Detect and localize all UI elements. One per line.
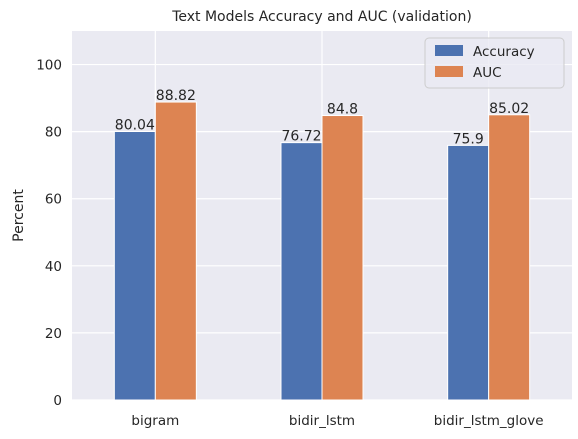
- y-tick-label: 60: [45, 192, 62, 208]
- y-tick-label: 80: [45, 125, 62, 141]
- data-label: 84.8: [327, 102, 358, 118]
- x-axis-ticks: bigram bidir_lstm bidir_lstm_glove: [131, 413, 543, 429]
- bar-accuracy-bigram: [113, 131, 156, 401]
- y-axis-label: Percent: [11, 189, 27, 242]
- y-tick-label: 0: [53, 393, 62, 409]
- legend-label-auc: AUC: [473, 65, 502, 81]
- bar-accuracy-bidir_lstm_glove: [447, 144, 490, 401]
- data-label: 75.9: [453, 131, 484, 147]
- y-axis-ticks: 0 20 40 60 80 100: [36, 58, 62, 409]
- legend-swatch-auc: [435, 66, 463, 77]
- y-tick-label: 40: [45, 259, 62, 275]
- chart-title: Text Models Accuracy and AUC (validation…: [171, 9, 472, 25]
- bar-auc-bidir_lstm_glove: [488, 114, 531, 401]
- x-tick-label: bigram: [131, 413, 179, 429]
- x-tick-label: bidir_lstm_glove: [434, 413, 544, 429]
- bars: [113, 101, 531, 401]
- data-label: 76.72: [281, 129, 321, 145]
- legend-label-accuracy: Accuracy: [473, 44, 535, 60]
- y-tick-label: 20: [45, 326, 62, 342]
- y-tick-label: 100: [36, 58, 62, 74]
- data-label: 88.82: [156, 88, 196, 104]
- bar-accuracy-bidir_lstm: [280, 142, 323, 401]
- data-label: 80.04: [115, 118, 155, 134]
- legend-swatch-accuracy: [435, 45, 463, 56]
- x-tick-label: bidir_lstm: [289, 413, 355, 429]
- bar-auc-bidir_lstm: [321, 115, 364, 401]
- bar-auc-bigram: [154, 101, 197, 401]
- legend: Accuracy AUC: [424, 37, 565, 89]
- data-label: 85.02: [489, 101, 529, 117]
